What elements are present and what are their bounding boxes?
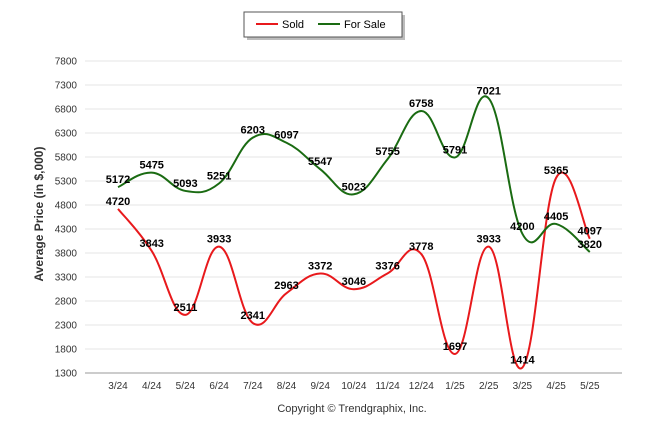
data-label-sold: 1414: [510, 355, 535, 367]
x-tick-label: 2/25: [479, 381, 499, 392]
y-tick-label: 5800: [55, 153, 78, 164]
y-tick-label: 6800: [55, 105, 78, 116]
x-tick-label: 5/24: [176, 381, 196, 392]
data-labels: 4720 3843 2511 3933 2341 2963 3372 3046 3376 3778…: [106, 85, 602, 366]
y-tick-label: 4800: [55, 201, 78, 212]
y-tick-label: 4300: [55, 225, 78, 236]
y-tick-label: 7800: [55, 57, 78, 68]
gridlines: [85, 60, 622, 374]
x-tick-label: 5/25: [580, 381, 600, 392]
x-tick-label: 11/24: [375, 381, 400, 392]
data-label-for-sale: 6758: [409, 98, 433, 110]
x-tick-label: 4/24: [142, 381, 162, 392]
series-line-sold: [117, 171, 591, 370]
x-tick-label: 9/24: [310, 381, 330, 392]
x-tick-label: 12/24: [409, 381, 434, 392]
x-axis-ticks: 3/24 4/24 5/24 6/24 7/24 8/24 9/24 10/24 11/24 12…: [108, 381, 600, 392]
x-tick-label: 4/25: [546, 381, 566, 392]
data-label-for-sale: 5172: [106, 174, 130, 186]
data-label-sold: 3843: [139, 238, 163, 250]
x-tick-label: 8/24: [277, 381, 297, 392]
data-label-sold: 3376: [375, 260, 399, 272]
data-label-for-sale: 5251: [207, 170, 231, 182]
series-line-for-sale: [117, 95, 591, 253]
series-lines: [117, 95, 591, 370]
data-label-sold: 3046: [342, 276, 366, 288]
data-label-for-sale: 5475: [139, 160, 163, 172]
data-label-sold: 3778: [409, 241, 433, 253]
x-tick-label: 3/24: [108, 381, 128, 392]
data-label-for-sale: 5791: [443, 144, 467, 156]
data-label-sold: 1697: [443, 341, 467, 353]
copyright-footer: Copyright © Trendgraphix, Inc.: [277, 403, 426, 415]
data-label-for-sale: 4200: [510, 221, 534, 233]
y-axis-title: Average Price (in $,000): [32, 147, 46, 282]
data-label-for-sale: 6203: [241, 125, 265, 137]
data-label-for-sale: 5093: [173, 178, 197, 190]
y-axis-ticks: 1300 1800 2300 2800 3300 3800 4300 4800 5300 5800…: [55, 57, 78, 380]
x-tick-label: 1/25: [445, 381, 465, 392]
data-label-sold: 4720: [106, 196, 130, 208]
y-tick-label: 3300: [55, 273, 78, 284]
data-label-for-sale: 5547: [308, 156, 332, 168]
data-label-sold: 3372: [308, 261, 332, 273]
x-tick-label: 7/24: [243, 381, 263, 392]
data-label-for-sale: 5755: [375, 146, 399, 158]
legend-label-for-sale: For Sale: [344, 19, 386, 31]
data-label-for-sale: 6097: [274, 130, 298, 142]
data-label-for-sale: 4405: [544, 211, 568, 223]
x-tick-label: 6/24: [209, 381, 229, 392]
data-label-sold: 4097: [578, 226, 602, 238]
y-tick-label: 2800: [55, 297, 78, 308]
y-tick-label: 6300: [55, 129, 78, 140]
x-tick-label: 10/24: [341, 381, 366, 392]
y-tick-label: 5300: [55, 177, 78, 188]
data-label-for-sale: 5023: [342, 181, 366, 193]
y-tick-label: 7300: [55, 81, 78, 92]
data-label-sold: 2511: [173, 302, 197, 314]
data-label-for-sale: 3820: [578, 239, 602, 251]
x-tick-label: 3/25: [513, 381, 533, 392]
legend: Sold For Sale: [243, 11, 405, 40]
data-label-sold: 2963: [274, 280, 298, 292]
data-label-sold: 3933: [207, 234, 231, 246]
y-tick-label: 3800: [55, 249, 78, 260]
data-label-sold: 3933: [476, 234, 500, 246]
legend-label-sold: Sold: [282, 19, 304, 31]
y-tick-label: 2300: [55, 321, 78, 332]
y-tick-label: 1300: [55, 369, 78, 380]
y-tick-label: 1800: [55, 345, 78, 356]
data-label-sold: 5365: [544, 165, 568, 177]
data-label-sold: 2341: [241, 310, 265, 322]
data-label-for-sale: 7021: [476, 85, 500, 97]
